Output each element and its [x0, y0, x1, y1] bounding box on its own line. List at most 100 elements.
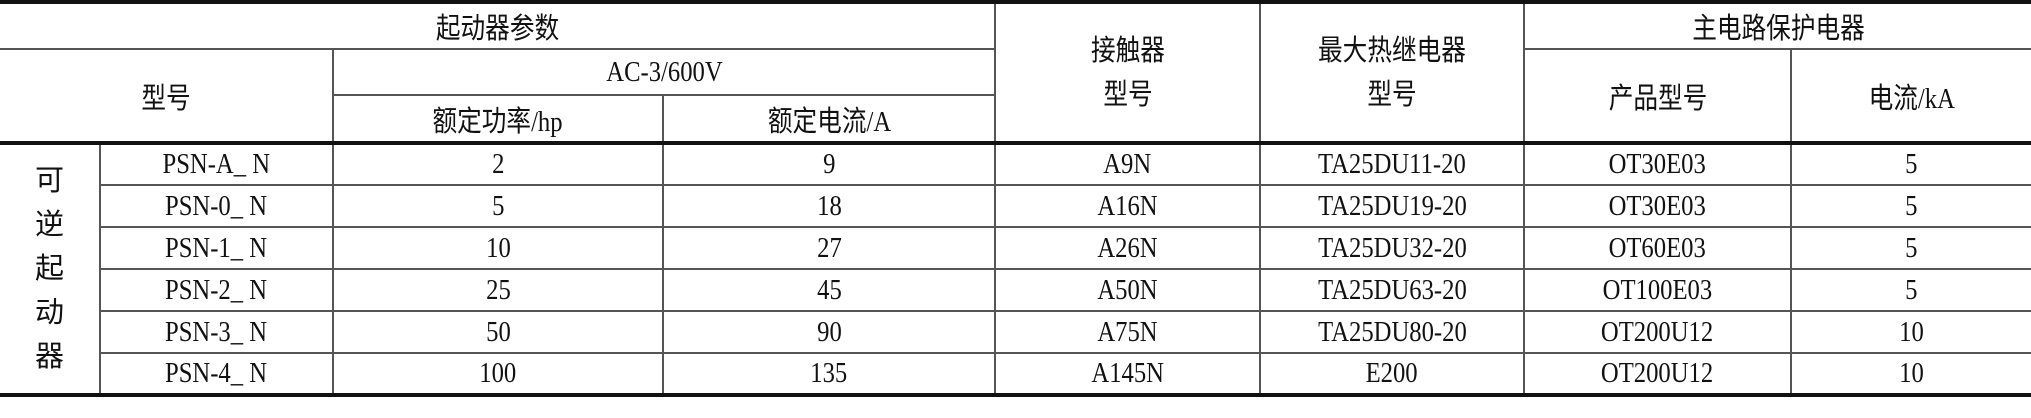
cell-model: PSN-4_ N [100, 352, 334, 397]
model-value: PSN-A_ N [162, 148, 271, 180]
current-value: 45 [816, 273, 842, 306]
current-value: 90 [816, 315, 842, 348]
cell-current: 45 [661, 268, 997, 312]
cell-current: 9 [661, 142, 997, 186]
model-value: PSN-2_ N [165, 273, 268, 306]
model-value: PSN-4_ N [165, 357, 268, 389]
model-value: PSN-1_ N [165, 231, 268, 264]
cell-model: PSN-1_ N [100, 226, 334, 270]
contactor-value: A75N [1097, 315, 1158, 348]
cell-power: 50 [332, 310, 664, 354]
header-rated-current: 额定电流/A [661, 94, 997, 145]
ka-value: 5 [1905, 148, 1918, 180]
cell-contactor: A26N [994, 226, 1262, 270]
cell-product: OT60E03 [1523, 226, 1793, 270]
cell-ka: 5 [1790, 142, 2031, 186]
power-value: 10 [485, 231, 511, 264]
product-value: OT30E03 [1608, 189, 1707, 222]
cell-power: 2 [332, 142, 664, 186]
cell-relay: TA25DU80-20 [1259, 310, 1526, 354]
group-label: 可逆起动器 [34, 165, 64, 373]
relay-value: E200 [1365, 357, 1419, 389]
cell-current: 18 [661, 184, 997, 228]
current-value: 18 [816, 189, 842, 222]
ka-value: 5 [1905, 231, 1918, 264]
ka-value: 5 [1905, 273, 1918, 306]
table-row: PSN-0_ N 5 18 A16N TA25DU19-20 OT30E03 5 [0, 184, 2031, 228]
cell-contactor: A50N [994, 268, 1262, 312]
relay-value: TA25DU80-20 [1317, 315, 1467, 348]
current-value: 9 [822, 148, 836, 180]
header-contactor-model: 接触器型号 [994, 0, 1262, 145]
power-value: 50 [485, 315, 511, 348]
power-value: 2 [491, 148, 505, 180]
cell-product: OT200U12 [1523, 310, 1793, 354]
cell-power: 10 [332, 226, 664, 270]
header-starter-params: 起动器参数 [0, 0, 997, 50]
model-value: PSN-0_ N [165, 189, 268, 222]
header-relay-model: 最大热继电器型号 [1259, 0, 1526, 145]
cell-relay: TA25DU11-20 [1259, 142, 1526, 186]
cell-ka: 5 [1790, 268, 2031, 312]
cell-power: 5 [332, 184, 664, 228]
product-value: OT200U12 [1601, 357, 1714, 389]
cell-relay: E200 [1259, 352, 1526, 397]
cell-product: OT200U12 [1523, 352, 1793, 397]
product-value: OT30E03 [1608, 148, 1707, 180]
group-label-cell: 可逆起动器 [0, 142, 101, 397]
cell-relay: TA25DU63-20 [1259, 268, 1526, 312]
cell-current: 90 [661, 310, 997, 354]
cell-current: 27 [661, 226, 997, 270]
cell-ka: 10 [1790, 310, 2031, 354]
header-rated-power: 额定功率/hp [333, 94, 664, 145]
table-row: PSN-1_ N 10 27 A26N TA25DU32-20 OT60E03 5 [0, 226, 2031, 270]
contactor-value: A9N [1103, 148, 1152, 180]
table-row: PSN-2_ N 25 45 A50N TA25DU63-20 OT100E03 5 [0, 268, 2031, 312]
current-value: 27 [816, 231, 842, 264]
contactor-value: A145N [1091, 357, 1164, 389]
ka-value: 5 [1905, 189, 1918, 222]
relay-value: TA25DU11-20 [1318, 148, 1466, 180]
cell-model: PSN-2_ N [100, 268, 334, 312]
header-current-ka: 电流/kA [1790, 48, 2031, 145]
cell-relay: TA25DU19-20 [1259, 184, 1526, 228]
cell-model: PSN-3_ N [100, 310, 334, 354]
cell-product: OT30E03 [1523, 142, 1793, 186]
starter-spec-table: 起动器参数 接触器型号 最大热继电器型号 主电路保护电器 型号 AC-3/600… [0, 0, 2031, 397]
cell-power: 25 [332, 268, 664, 312]
relay-value: TA25DU63-20 [1317, 273, 1467, 306]
contactor-value: A26N [1097, 231, 1158, 264]
header-ac-rating: AC-3/600V [331, 48, 997, 96]
cell-product: OT100E03 [1523, 268, 1793, 312]
table-row: PSN-4_ N 100 135 A145N E200 OT200U12 10 [0, 352, 2031, 397]
cell-current: 135 [661, 352, 997, 397]
cell-model: PSN-A_ N [99, 142, 334, 186]
product-value: OT200U12 [1601, 315, 1714, 348]
relay-value: TA25DU32-20 [1317, 231, 1467, 264]
cell-model: PSN-0_ N [100, 184, 334, 228]
cell-relay: TA25DU32-20 [1259, 226, 1526, 270]
cell-contactor: A16N [994, 184, 1262, 228]
relay-value: TA25DU19-20 [1317, 189, 1467, 222]
cell-contactor: A75N [994, 310, 1262, 354]
model-value: PSN-3_ N [165, 315, 268, 348]
power-value: 100 [479, 357, 517, 389]
header-model: 型号 [0, 48, 334, 145]
cell-ka: 10 [1790, 352, 2031, 397]
contactor-value: A16N [1097, 189, 1158, 222]
cell-contactor: A9N [994, 142, 1262, 186]
product-value: OT100E03 [1602, 273, 1713, 306]
contactor-value: A50N [1097, 273, 1158, 306]
product-value: OT60E03 [1608, 231, 1707, 264]
header-product-model: 产品型号 [1523, 48, 1793, 145]
power-value: 5 [491, 189, 505, 222]
cell-power: 100 [332, 352, 664, 397]
ka-value: 10 [1899, 315, 1924, 348]
table-row: PSN-3_ N 50 90 A75N TA25DU80-20 OT200U12 10 [0, 310, 2031, 354]
header-main-protection: 主电路保护电器 [1523, 0, 2031, 50]
cell-ka: 5 [1790, 184, 2031, 228]
current-value: 135 [810, 357, 848, 389]
cell-contactor: A145N [994, 352, 1262, 397]
cell-product: OT30E03 [1523, 184, 1793, 228]
ka-value: 10 [1899, 357, 1924, 389]
